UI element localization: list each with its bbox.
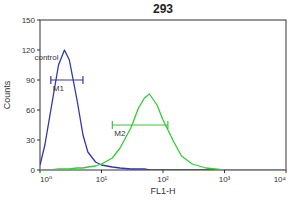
gate-end — [167, 121, 168, 129]
histogram-line — [40, 94, 286, 170]
y-tick — [37, 110, 40, 111]
y-tick — [37, 80, 40, 81]
y-tick — [37, 50, 40, 51]
histogram-line — [40, 50, 286, 170]
y-tick-label: 90 — [26, 76, 35, 85]
chart-root: 293 0 30 60 90 120 150 10⁰ 10¹ 10² 10³ 10⁴ FL1-H Coun… — [0, 0, 300, 200]
x-tick-label: 10¹ — [96, 175, 108, 184]
plot-area — [40, 50, 286, 170]
x-tick — [101, 170, 102, 173]
x-tick — [224, 170, 225, 173]
x-tick — [163, 170, 164, 173]
y-tick-label: 60 — [26, 106, 35, 115]
x-tick-label: 10⁴ — [274, 175, 287, 184]
x-tick-label: 10³ — [219, 175, 231, 184]
chart-svg: 293 0 30 60 90 120 150 10⁰ 10¹ 10² 10³ 10⁴ FL1-H Coun… — [0, 0, 300, 200]
gates — [51, 76, 168, 129]
title: 293 — [153, 2, 173, 16]
y-tick-label: 150 — [22, 16, 36, 25]
x-tick-label: 10⁰ — [40, 175, 52, 184]
background — [0, 0, 300, 200]
gate-bar — [112, 124, 168, 125]
y-tick-label: 120 — [22, 46, 36, 55]
series-label: control — [34, 53, 58, 62]
gate-label: M1 — [53, 84, 65, 93]
gate-bar — [51, 79, 83, 80]
gate-end — [112, 121, 113, 129]
x-tick — [286, 170, 287, 173]
plot-frame — [40, 20, 286, 170]
y-tick-label: 0 — [31, 166, 36, 175]
x-tick-label: 10² — [157, 175, 169, 184]
x-axis-label: FL1-H — [150, 186, 175, 196]
x-tick — [40, 170, 41, 173]
y-tick — [37, 20, 40, 21]
y-tick — [37, 140, 40, 141]
gate-end — [50, 76, 51, 84]
gate-label: M2 — [114, 129, 126, 138]
y-tick-label: 30 — [26, 136, 35, 145]
gate-end — [82, 76, 83, 84]
y-axis-label: Counts — [2, 80, 12, 109]
